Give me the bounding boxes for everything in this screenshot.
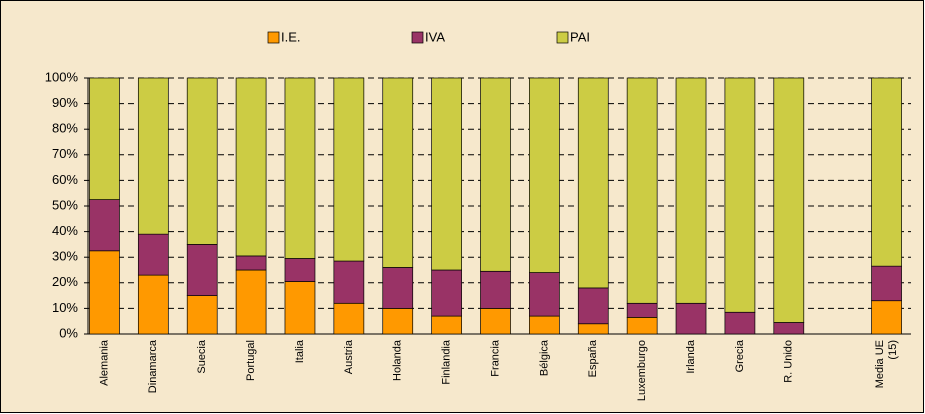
y-tick-label: 100% (45, 69, 79, 84)
bar-segment (89, 199, 120, 252)
bar-segment (235, 255, 267, 271)
bar-segment (284, 77, 316, 259)
x-tick-label: Alemania (98, 339, 110, 386)
y-tick-label: 20% (52, 274, 78, 289)
legend-swatch (267, 31, 280, 44)
bar-segment (724, 77, 756, 313)
bar-segment (773, 322, 805, 335)
x-tick-label: Grecia (734, 339, 746, 372)
bar-segment (89, 250, 120, 335)
bar-segment (431, 77, 462, 271)
y-tick-label: 80% (52, 121, 78, 136)
bar-segment (235, 269, 267, 335)
y-tick-label: 70% (52, 146, 78, 161)
bar-segment (871, 77, 902, 267)
y-tick-label: 0% (59, 325, 78, 340)
y-tick-label: 40% (52, 223, 78, 238)
x-tick-label: Portugal (245, 340, 257, 381)
bar-segment (382, 77, 414, 268)
bar-segment (431, 269, 462, 317)
y-tick-label: 60% (52, 172, 78, 187)
x-tick-label: Dinamarca (147, 339, 159, 393)
bar-segment (137, 77, 169, 235)
bar-segment (333, 302, 365, 335)
legend-label: PAI (570, 29, 590, 44)
bar-segment (773, 77, 805, 323)
bar-segment (577, 287, 609, 325)
y-tick-label: 90% (52, 95, 78, 110)
bar-segment (333, 260, 365, 304)
bar-segment (626, 77, 658, 304)
x-tick-label: Bélgica (538, 339, 550, 376)
bar-segment (577, 77, 609, 289)
x-tick-label: Italia (294, 339, 306, 363)
bar-segment (431, 315, 462, 335)
legend-label: IVA (425, 29, 445, 44)
bar-segment (529, 315, 560, 335)
bar-segment (480, 270, 511, 309)
x-tick-label: Suecia (196, 339, 208, 374)
bar-segment (137, 274, 169, 335)
y-tick-label: 50% (52, 197, 78, 212)
bar-segment (89, 77, 120, 200)
bar-segment (577, 323, 609, 335)
bar-segment (675, 77, 707, 304)
bar-segment (480, 308, 511, 335)
x-tick-label: Luxemburgo (636, 340, 648, 401)
y-tick-label: 10% (52, 300, 78, 315)
bar-segment (529, 272, 560, 317)
bar-segment (675, 302, 707, 335)
bar-segment (186, 77, 218, 245)
bar-segment (480, 77, 511, 272)
bar-segment (529, 77, 560, 273)
bar-segment (871, 265, 902, 302)
y-tick-label: 30% (52, 249, 78, 264)
bar-segment (724, 311, 756, 335)
bar-segment (871, 300, 902, 335)
x-tick-label: Finlandia (441, 339, 453, 385)
bar-segment (186, 295, 218, 335)
x-tick-label: España (587, 339, 599, 377)
bar-segment (235, 77, 267, 257)
x-tick-label: Irlanda (685, 339, 697, 374)
x-tick-label: Holanda (392, 339, 404, 381)
x-tick-label: Austria (343, 339, 355, 374)
bar-segment (626, 317, 658, 335)
bar-segment (626, 302, 658, 318)
bar-segment (284, 281, 316, 335)
bar-segment (382, 308, 414, 335)
bar-segment (333, 77, 365, 262)
bar-segment (137, 233, 169, 276)
x-tick-label: Francia (489, 339, 501, 377)
legend-swatch (556, 31, 569, 44)
legend-label: I.E. (281, 29, 301, 44)
x-tick-label: R. Unido (783, 340, 795, 383)
bar-segment (186, 244, 218, 296)
bar-segment (382, 267, 414, 309)
bar-segment (284, 258, 316, 282)
x-tick-label: Media UE(15) (874, 340, 899, 388)
legend-swatch (411, 31, 424, 44)
